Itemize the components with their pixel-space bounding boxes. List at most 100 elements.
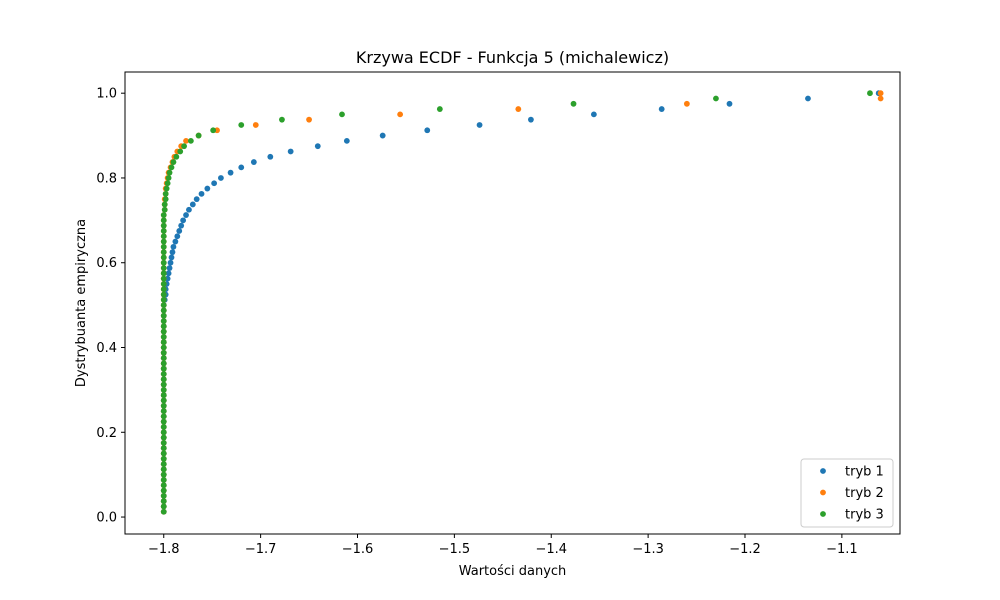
data-point [570, 100, 577, 107]
data-point [161, 206, 168, 213]
data-point [160, 270, 167, 277]
y-axis-label: Dystrybuanta empiryczna [74, 219, 89, 387]
data-point [160, 360, 167, 367]
data-point [186, 206, 192, 213]
data-point [172, 238, 179, 245]
data-point [165, 175, 172, 181]
data-point [339, 111, 345, 118]
data-point [805, 95, 811, 102]
data-point [160, 296, 167, 303]
series-1 [160, 90, 882, 515]
data-point [877, 95, 884, 102]
data-point [174, 233, 181, 240]
data-point [168, 164, 175, 171]
data-point [877, 90, 884, 97]
data-point [204, 185, 211, 192]
data-point [424, 127, 431, 134]
x-tick-label: −1.4 [535, 542, 567, 557]
data-point [160, 249, 167, 256]
legend-box [800, 458, 894, 528]
data-point [160, 312, 167, 319]
data-point [163, 185, 170, 192]
data-point [160, 371, 167, 377]
data-point [170, 243, 177, 250]
x-tick-label: −1.8 [148, 542, 180, 557]
legend-label: tryb 1 [845, 465, 884, 480]
data-point [238, 122, 245, 128]
data-point [267, 153, 274, 160]
data-point [528, 116, 534, 123]
data-point [160, 471, 167, 478]
data-point [162, 196, 169, 203]
data-point [227, 169, 234, 176]
x-tick-label: −1.1 [826, 542, 858, 557]
data-point [160, 492, 167, 499]
series-3 [160, 90, 873, 515]
data-point [160, 254, 167, 261]
data-point [183, 137, 189, 144]
data-point [476, 122, 483, 128]
data-point [436, 106, 443, 112]
data-point [160, 355, 167, 362]
data-point [177, 148, 184, 155]
data-point [314, 143, 321, 150]
data-points [160, 90, 884, 515]
series-2 [160, 90, 884, 515]
x-tick-label: −1.6 [342, 542, 374, 557]
data-point [165, 270, 172, 277]
data-point [160, 402, 167, 409]
data-point [160, 344, 167, 351]
legend-label: tryb 2 [845, 486, 884, 501]
data-point [160, 461, 167, 467]
legend-marker [820, 511, 826, 517]
data-point [180, 217, 187, 224]
data-point [166, 169, 173, 176]
data-point [164, 180, 171, 187]
data-point [160, 307, 167, 314]
data-point [658, 106, 665, 112]
data-point [160, 265, 167, 271]
data-point [160, 429, 167, 436]
data-point [161, 201, 168, 208]
data-point [218, 175, 224, 181]
x-axis-label: Wartości danych [459, 564, 567, 579]
data-point [160, 376, 167, 383]
data-point [287, 148, 294, 155]
y-tick-label: 0.8 [96, 171, 117, 186]
data-point [160, 439, 167, 446]
data-point [173, 153, 180, 160]
data-point [195, 132, 202, 139]
x-tick-label: −1.2 [729, 542, 761, 557]
data-point [162, 190, 169, 197]
data-point [160, 413, 167, 420]
x-axis-ticks: −1.8 −1.7 −1.6 −1.5 −1.4 −1.3 −1.2 −1.1 [148, 534, 858, 557]
data-point [160, 498, 167, 505]
data-point [160, 233, 167, 240]
data-point [160, 212, 167, 218]
data-point [193, 196, 200, 203]
data-point [160, 408, 167, 414]
data-point [170, 159, 177, 165]
data-point [181, 143, 187, 150]
y-tick-label: 0.2 [96, 426, 117, 441]
data-point [279, 116, 285, 123]
data-point [683, 100, 690, 107]
legend: tryb 1 tryb 2 tryb 3 [800, 458, 894, 528]
x-tick-label: −1.5 [439, 542, 471, 557]
data-point [160, 281, 167, 287]
data-point [160, 477, 167, 483]
data-point [210, 127, 217, 134]
data-point [160, 275, 167, 282]
data-point [160, 482, 167, 489]
data-point [160, 455, 167, 462]
data-point [160, 418, 167, 425]
data-point [306, 116, 312, 123]
data-point [160, 328, 167, 335]
data-point [160, 286, 167, 293]
data-point [189, 201, 196, 208]
data-point [198, 190, 205, 197]
data-point [160, 466, 167, 473]
data-point [160, 243, 167, 250]
data-point [187, 137, 194, 144]
data-point [160, 445, 167, 452]
